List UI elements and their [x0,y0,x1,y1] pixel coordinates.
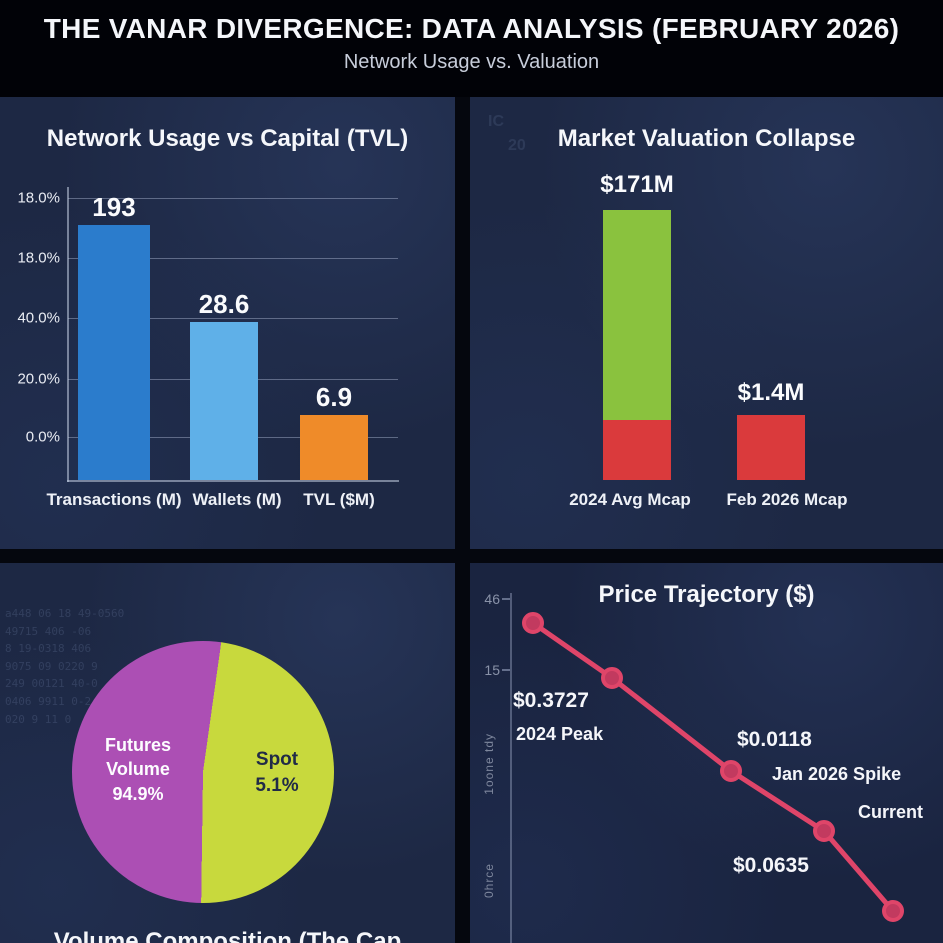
bar-segment-red [603,420,671,480]
bar-tvl [300,415,368,480]
annotation-current-label: Current [858,802,924,822]
annotation-current-value: $0.0635 [733,854,809,877]
x-axis-line [67,480,399,482]
x-axis-label: 2024 Avg Mcap [569,490,691,509]
page-subtitle: Network Usage vs. Valuation [343,51,600,73]
valuation-chart-title: Market Valuation Collapse [557,125,856,152]
tick-mark [502,598,510,600]
bar-feb-2026-mcap [737,415,805,480]
bar-value-label: 193 [92,192,136,222]
bar-2024-avg-mcap [603,210,671,480]
bar-value-label: $1.4M [737,379,805,406]
page-title: THE VANAR DIVERGENCE: DATA ANALYSIS (FEB… [43,13,900,44]
x-axis-label: Transactions (M) [46,490,182,509]
price-line-svg [522,612,904,922]
y-axis-tick: 15 [484,662,500,678]
x-axis-label: Feb 2026 Mcap [726,490,848,509]
price-chart-title: Price Trajectory ($) [598,581,815,608]
gridline [68,198,398,199]
volume-pie [72,641,334,903]
y-axis-tick: 46 [484,591,500,607]
bar-value-label: 28.6 [198,289,250,319]
bar-transactions [78,225,150,480]
gridline [68,318,398,319]
x-axis-label: Wallets (M) [192,490,282,509]
tick-mark [502,669,510,671]
y-axis-line [510,593,512,943]
bar-wallets [190,322,258,480]
y-axis-tick: 18.0% [17,249,60,267]
panel-volume-composition: a448 06 18 49-0560 49715 406 -06 8 19-03… [0,563,455,943]
bar-value-label: 6.9 [315,382,353,412]
volume-chart-title: Volume Composition (The Cap [53,928,402,943]
y-axis-tick: 40.0% [17,309,60,327]
header: THE VANAR DIVERGENCE: DATA ANALYSIS (FEB… [0,0,943,97]
y-axis-tick: 20.0% [17,370,60,388]
panel-market-valuation: Market Valuation Collapse IC 20 $171M $1… [470,97,943,549]
y-axis-tick: 0.0% [25,428,60,446]
artifact-text: IC [488,113,504,130]
pie-label-spot: Spot 5.1% [255,749,299,796]
usage-chart-title: Network Usage vs Capital (TVL) [46,125,409,152]
bar-value-label: $171M [600,171,674,198]
gridline [68,258,398,259]
bar-segment-red [737,415,805,480]
annotation-peak-value: $0.3727 [513,689,589,712]
artifact-text: 20 [508,137,526,154]
panel-price-trajectory: Price Trajectory ($) 46 15 1oone tdy 0hr… [470,563,943,943]
y-axis-line [67,187,69,482]
y-axis-label-artifact: 1oone tdy [482,733,496,795]
pie-label-futures: Futures Volume 94.9% [104,735,171,804]
bar-segment-green [603,210,671,420]
artifact-text: a448 06 18 49-0560 49715 406 -06 8 19-03… [5,607,125,726]
annotation-spike-value: $0.0118 [737,728,812,751]
y-axis-label-artifact: 0hrce [482,863,496,899]
panel-network-usage: Network Usage vs Capital (TVL) 18.0% 18.… [0,97,455,549]
annotation-spike-label: Jan 2026 Spike [772,764,902,784]
x-axis-label: TVL ($M) [303,490,375,509]
y-axis-tick: 18.0% [17,189,60,207]
annotation-peak-label: 2024 Peak [516,724,604,744]
